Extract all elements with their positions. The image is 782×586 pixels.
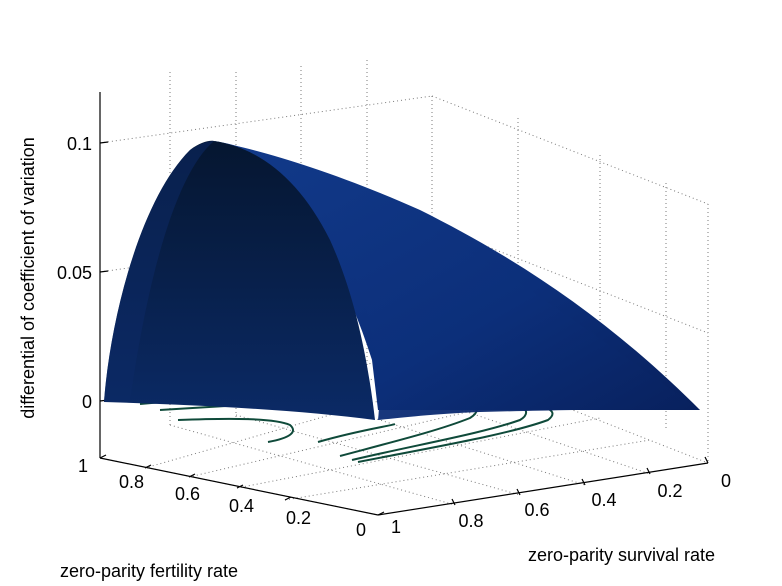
y-tick-mark	[284, 496, 292, 501]
x-axis-label: zero-parity survival rate	[528, 545, 715, 565]
z-tick-mark	[99, 141, 109, 144]
z-tick-label: 0.05	[57, 263, 92, 283]
contour-line	[177, 417, 294, 443]
z-tick-mark	[99, 270, 109, 273]
surface-top-face	[214, 141, 700, 420]
grid-line	[169, 424, 456, 506]
x-tick-mark	[516, 488, 521, 496]
y-tick-mark	[236, 484, 244, 489]
y-tick-label: 0	[356, 520, 366, 540]
y-tick-label: 0.6	[175, 484, 200, 504]
x-tick-label: 0.8	[458, 511, 483, 531]
surface	[104, 140, 700, 420]
y-tick-mark	[377, 511, 385, 516]
z-tick-labels: 0.1 0.05 0	[57, 134, 92, 412]
y-tick-mark	[188, 473, 196, 478]
grid-line	[431, 224, 709, 334]
x-tick-mark	[646, 467, 651, 475]
grid-line	[236, 417, 601, 489]
tick-marks	[99, 141, 709, 516]
y-tick-labels: 1 0.8 0.6 0.4 0.2 0	[78, 456, 366, 540]
y-tick-mark	[144, 464, 152, 469]
y-tick-label: 0.2	[286, 508, 311, 528]
x-tick-mark	[451, 498, 456, 506]
x-tick-label: 1	[391, 517, 401, 537]
x-tick-label: 0	[721, 471, 731, 491]
contour-line	[357, 407, 554, 463]
y-tick-mark	[99, 454, 107, 459]
x-tick-label: 0.4	[591, 490, 616, 510]
x-tick-labels: 1 0.8 0.6 0.4 0.2 0	[391, 471, 731, 537]
x-tick-label: 0.6	[524, 500, 549, 520]
x-tick-label: 0.2	[657, 481, 682, 501]
grid-line	[431, 95, 709, 205]
y-tick-label: 0.4	[229, 496, 254, 516]
grid-line	[99, 95, 433, 144]
contour-line	[317, 423, 396, 443]
grid-line	[284, 439, 651, 501]
y-tick-label: 1	[78, 456, 88, 476]
y-axis-label: zero-parity fertility rate	[60, 561, 238, 581]
x-axis-line	[377, 462, 709, 516]
z-axis-label: differential of coefficient of variation	[18, 137, 38, 419]
surface-left-shade	[104, 140, 214, 402]
z-tick-label: 0	[82, 392, 92, 412]
y-tick-label: 0.8	[119, 472, 144, 492]
z-tick-label: 0.1	[67, 134, 92, 154]
x-tick-mark	[581, 478, 586, 486]
x-tick-mark	[704, 456, 709, 464]
